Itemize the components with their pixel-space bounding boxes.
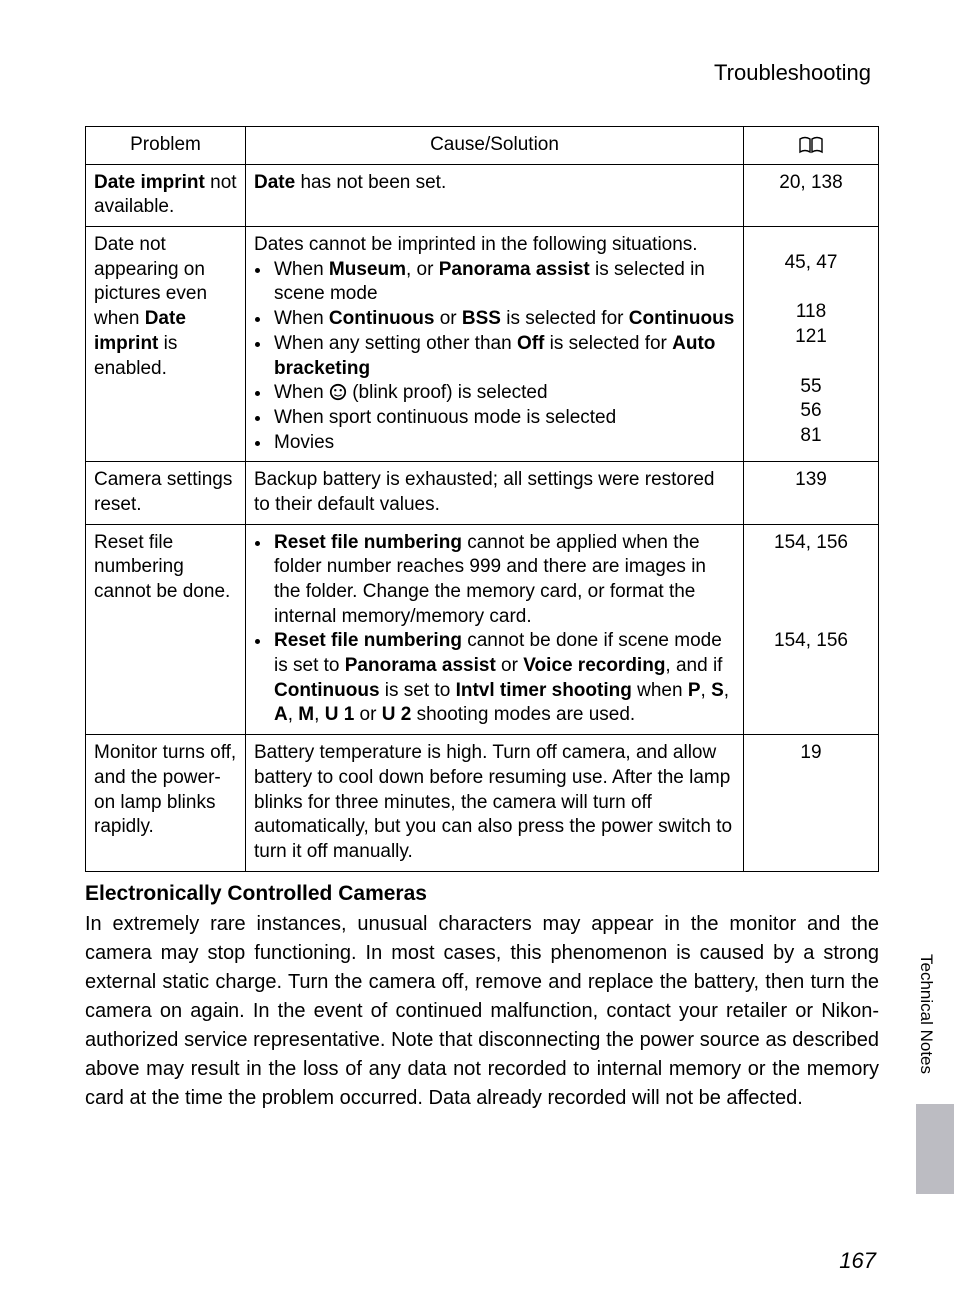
cell-problem: Reset file numbering cannot be done. bbox=[86, 524, 246, 735]
page-number: 167 bbox=[839, 1248, 876, 1274]
cell-problem: Date not appearing on pictures even when… bbox=[86, 227, 246, 462]
cell-cause: Date has not been set. bbox=[246, 164, 744, 226]
table-row: Camera settings reset. Backup battery is… bbox=[86, 462, 879, 524]
cell-cause: Reset file numbering cannot be applied w… bbox=[246, 524, 744, 735]
cell-page: 139 bbox=[744, 462, 879, 524]
cell-cause: Backup battery is exhausted; all setting… bbox=[246, 462, 744, 524]
section-body: In extremely rare instances, unusual cha… bbox=[85, 910, 879, 1113]
book-icon bbox=[798, 134, 824, 155]
cell-page: 20, 138 bbox=[744, 164, 879, 226]
cell-page: 19 bbox=[744, 735, 879, 871]
cell-cause: Dates cannot be imprinted in the followi… bbox=[246, 227, 744, 462]
th-cause: Cause/Solution bbox=[246, 127, 744, 165]
table-row: Reset file numbering cannot be done. Res… bbox=[86, 524, 879, 735]
th-problem: Problem bbox=[86, 127, 246, 165]
side-tab: Technical Notes bbox=[916, 948, 954, 1208]
side-tab-block bbox=[916, 1104, 954, 1194]
table-row: Date not appearing on pictures even when… bbox=[86, 227, 879, 462]
cell-problem: Monitor turns off, and the power-on lamp… bbox=[86, 735, 246, 871]
cell-problem: Date imprint not available. bbox=[86, 164, 246, 226]
blink-proof-icon bbox=[329, 382, 347, 403]
section-title: Electronically Controlled Cameras bbox=[85, 882, 879, 906]
cell-problem: Camera settings reset. bbox=[86, 462, 246, 524]
th-page-ref bbox=[744, 127, 879, 165]
table-row: Date imprint not available. Date has not… bbox=[86, 164, 879, 226]
page-header-title: Troubleshooting bbox=[85, 60, 879, 86]
table-body: Date imprint not available. Date has not… bbox=[86, 164, 879, 871]
side-tab-label: Technical Notes bbox=[916, 948, 936, 1098]
troubleshooting-table: Problem Cause/Solution Date imprint not … bbox=[85, 126, 879, 872]
cell-cause: Battery temperature is high. Turn off ca… bbox=[246, 735, 744, 871]
cell-page: 45, 47118121555681 bbox=[744, 227, 879, 462]
table-row: Monitor turns off, and the power-on lamp… bbox=[86, 735, 879, 871]
cell-page: 154, 156154, 156 bbox=[744, 524, 879, 735]
manual-page: Troubleshooting Problem Cause/Solution D… bbox=[0, 0, 954, 1314]
